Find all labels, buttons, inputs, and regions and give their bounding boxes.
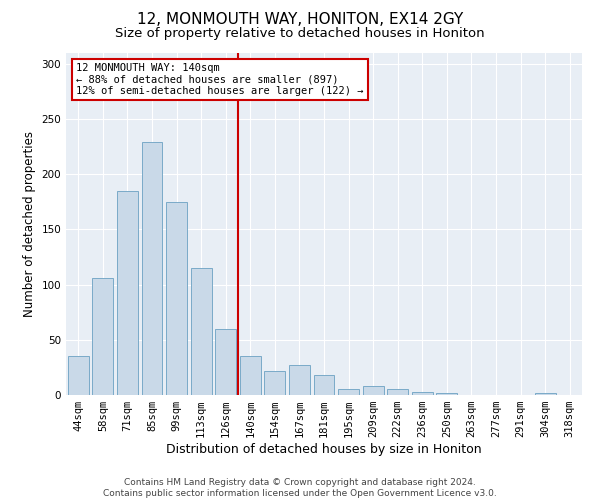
Bar — [338, 390, 359, 395]
Bar — [117, 190, 138, 395]
Bar — [412, 392, 433, 395]
Bar — [387, 390, 408, 395]
Text: Size of property relative to detached houses in Honiton: Size of property relative to detached ho… — [115, 28, 485, 40]
Bar — [436, 393, 457, 395]
Bar — [265, 370, 286, 395]
Text: Contains HM Land Registry data © Crown copyright and database right 2024.
Contai: Contains HM Land Registry data © Crown c… — [103, 478, 497, 498]
Bar — [142, 142, 163, 395]
Bar — [68, 356, 89, 395]
Y-axis label: Number of detached properties: Number of detached properties — [23, 130, 36, 317]
Bar — [289, 365, 310, 395]
Bar — [92, 278, 113, 395]
Bar — [314, 375, 334, 395]
Bar — [191, 268, 212, 395]
Bar — [240, 356, 261, 395]
Bar — [215, 328, 236, 395]
Text: 12, MONMOUTH WAY, HONITON, EX14 2GY: 12, MONMOUTH WAY, HONITON, EX14 2GY — [137, 12, 463, 28]
Bar — [166, 202, 187, 395]
X-axis label: Distribution of detached houses by size in Honiton: Distribution of detached houses by size … — [166, 443, 482, 456]
Text: 12 MONMOUTH WAY: 140sqm
← 88% of detached houses are smaller (897)
12% of semi-d: 12 MONMOUTH WAY: 140sqm ← 88% of detache… — [76, 63, 364, 96]
Bar — [535, 393, 556, 395]
Bar — [362, 386, 383, 395]
